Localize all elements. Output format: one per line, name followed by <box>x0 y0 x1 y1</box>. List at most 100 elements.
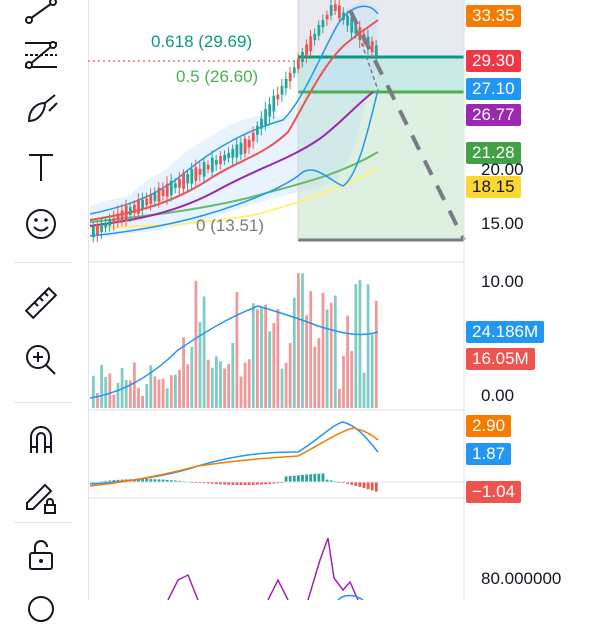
volume-bar <box>338 388 341 408</box>
volume-bar <box>194 280 198 408</box>
volume-bar <box>141 395 144 408</box>
fib-retracement-tool-icon[interactable] <box>18 32 64 78</box>
macd-histogram <box>92 473 378 492</box>
candle-body <box>112 218 116 223</box>
price-axis-tick: 10.00 <box>481 272 524 291</box>
candle-body <box>288 72 292 82</box>
candle-body <box>333 4 337 11</box>
macd-bar <box>251 482 255 485</box>
volume-bar <box>256 309 259 408</box>
price-label-green: 21.28 <box>466 142 521 164</box>
volume-bar <box>239 376 243 408</box>
volume-bar <box>325 309 329 408</box>
macd-bar <box>178 480 181 482</box>
candle-body <box>153 193 157 202</box>
macd-bar <box>239 482 243 485</box>
volume-bar <box>333 295 337 408</box>
volume-bar <box>366 284 370 408</box>
candle-body <box>116 213 120 223</box>
fib-zone-05 <box>298 92 464 240</box>
macd-bar <box>305 474 308 482</box>
ma-purple-line <box>89 91 374 227</box>
volume-bar <box>104 376 108 408</box>
volume-bar <box>276 309 280 408</box>
candle-body <box>223 154 226 161</box>
eye-tool-icon[interactable] <box>18 586 64 632</box>
macd-bar <box>227 482 231 485</box>
macd-bar <box>174 480 177 482</box>
volume-bar <box>178 369 181 408</box>
chart-canvas[interactable] <box>88 0 600 600</box>
price-axis-tick: 20.00 <box>481 160 524 179</box>
macd-line <box>89 421 379 485</box>
magnet-tool-icon[interactable] <box>18 416 64 462</box>
macd-bar <box>272 482 276 484</box>
rsi-ma-line <box>337 594 364 600</box>
ruler-tool-icon[interactable] <box>18 280 64 326</box>
macd-bar <box>370 482 374 491</box>
chart-area[interactable]: 0.618 (29.69) 0.5 (26.60) 0 (13.51) 33.3… <box>88 0 600 600</box>
candle-body <box>305 44 308 57</box>
volume-bar <box>354 284 358 408</box>
fib-label-05: 0.5 (26.60) <box>176 67 259 86</box>
candle-body <box>210 157 214 172</box>
volume-bar <box>165 388 169 408</box>
candle-body <box>280 85 284 95</box>
macd-bar <box>374 482 378 492</box>
macd-bar <box>301 474 304 482</box>
candle-body <box>186 174 190 184</box>
volume-bar <box>317 338 321 408</box>
lock-drawing-tool-icon[interactable] <box>18 474 64 520</box>
candle-body <box>354 24 358 34</box>
macd-label-macd: 1.87 <box>466 443 512 465</box>
candle-body <box>260 118 263 129</box>
volume-bar <box>182 337 185 408</box>
volume-bar <box>116 382 120 408</box>
volume-bar <box>157 379 161 408</box>
volume-bar <box>133 362 136 408</box>
volume-bar <box>108 373 112 408</box>
volume-bar <box>251 303 255 408</box>
volume-bar <box>100 364 103 408</box>
zoom-in-tool-icon[interactable] <box>18 337 64 383</box>
volume-bar <box>174 374 177 408</box>
price-label-yellow: 18.15 <box>466 176 521 198</box>
macd-bar <box>325 479 329 482</box>
candle-body <box>128 207 132 216</box>
volume-bar <box>264 304 267 408</box>
candle-body <box>239 142 243 155</box>
macd-bar <box>264 482 267 485</box>
volume-bar <box>350 350 354 408</box>
macd-bar <box>284 476 288 482</box>
candle-body <box>292 67 296 74</box>
candle-body <box>370 41 374 53</box>
volume-bar <box>202 296 206 408</box>
macd-bar <box>329 480 333 482</box>
unlock-tool-icon[interactable] <box>18 532 64 578</box>
macd-bar <box>358 482 362 487</box>
candle-body <box>321 20 325 28</box>
volume-bar <box>321 292 325 408</box>
volume-bar <box>243 362 247 408</box>
volume-bar <box>112 394 116 408</box>
projection-dashed-line <box>348 9 466 241</box>
candle-body <box>100 222 103 232</box>
brush-tool-icon[interactable] <box>18 86 64 132</box>
candle-body <box>264 109 267 125</box>
text-tool-icon[interactable] <box>18 144 64 190</box>
candle-body <box>251 132 255 142</box>
trend-line-tool-icon[interactable] <box>18 0 64 34</box>
macd-bar <box>313 473 317 482</box>
volume-histogram <box>92 273 378 408</box>
volume-bar <box>309 290 313 408</box>
volume-bar <box>128 380 132 408</box>
ma-green-line <box>89 151 379 223</box>
volume-bar <box>149 365 153 408</box>
candle-body <box>313 33 317 41</box>
macd-bar <box>215 482 218 485</box>
price-axis-tick: 15.00 <box>481 214 524 233</box>
volume-bar <box>268 331 272 408</box>
emoji-tool-icon[interactable] <box>18 201 64 247</box>
volume-bar <box>215 356 218 408</box>
bollinger-lower-line <box>89 89 379 237</box>
